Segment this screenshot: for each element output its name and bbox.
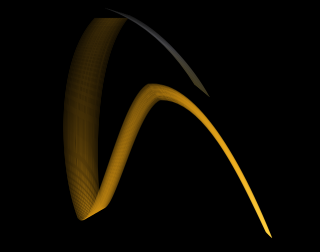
page: (() => { const g = document.getElementBy… (0, 0, 320, 252)
abstract-wave (0, 0, 274, 252)
